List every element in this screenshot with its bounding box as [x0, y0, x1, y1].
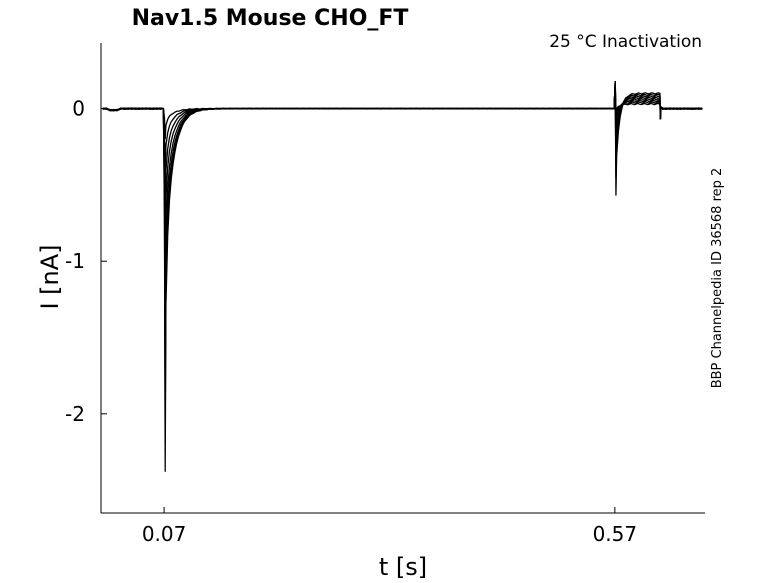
chart-title: Nav1.5 Mouse CHO_FT — [132, 6, 409, 31]
current-trace — [102, 81, 703, 391]
x-tick-label: 0.57 — [593, 522, 638, 546]
side-label: BBP Channelpedia ID 36568 rep 2 — [710, 168, 725, 389]
current-trace — [102, 81, 703, 338]
chart-annotation: 25 °C Inactivation — [549, 32, 702, 52]
x-axis-label: t [s] — [379, 553, 427, 581]
traces-layer — [102, 81, 703, 472]
plot-area: 0.07 0.57 -2 -1 0 — [65, 43, 705, 546]
y-tick-label: 0 — [72, 97, 85, 121]
ticks-layer: 0.07 0.57 -2 -1 0 — [65, 97, 637, 546]
y-tick-label: -1 — [65, 249, 85, 273]
y-axis-label: I [nA] — [36, 244, 64, 309]
current-trace — [102, 81, 703, 224]
current-trace — [102, 81, 703, 437]
current-trace — [102, 81, 703, 178]
current-trace — [102, 81, 703, 140]
x-tick-label: 0.07 — [142, 522, 187, 546]
y-tick-label: -2 — [65, 402, 85, 426]
current-trace — [102, 81, 703, 472]
